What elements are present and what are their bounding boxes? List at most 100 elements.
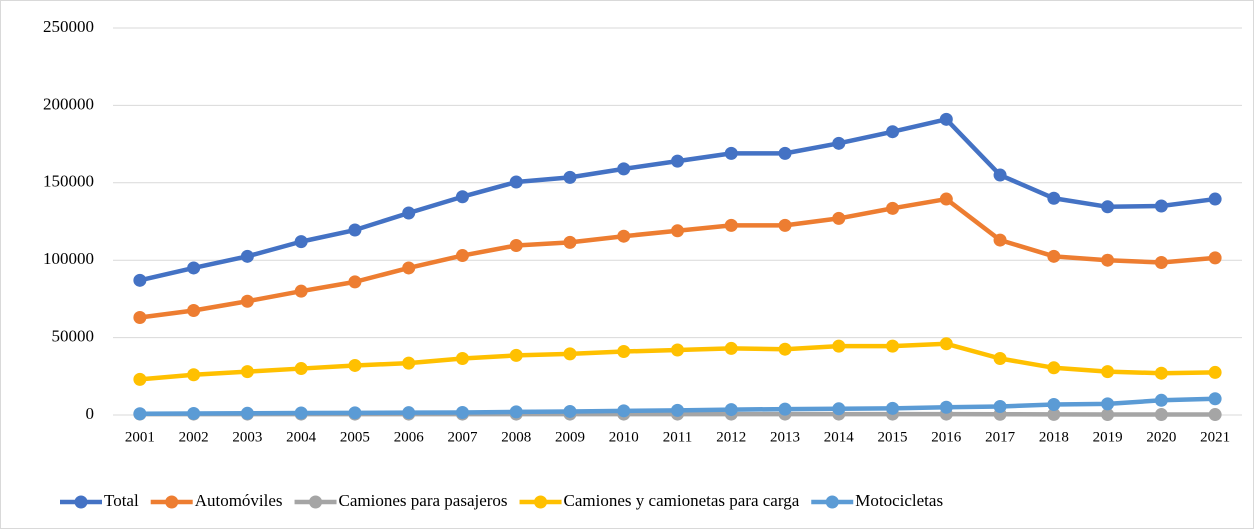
point: [671, 154, 684, 168]
x-tick-label: 2017: [985, 429, 1016, 445]
point: [294, 284, 308, 298]
point: [1101, 365, 1115, 379]
legend-label: Motocicletas: [855, 491, 943, 510]
point: [617, 229, 631, 243]
point: [563, 235, 577, 249]
point: [832, 211, 846, 225]
point: [1208, 392, 1222, 406]
point: [240, 294, 254, 308]
point: [1154, 366, 1168, 380]
point: [1101, 408, 1115, 422]
point: [187, 368, 201, 382]
point: [886, 339, 900, 353]
point: [939, 400, 953, 414]
legend-marker: [534, 495, 548, 509]
point: [509, 348, 523, 362]
y-tick-label: 250000: [43, 17, 94, 36]
point: [563, 404, 577, 418]
point: [1208, 192, 1222, 206]
point: [724, 218, 738, 232]
point: [939, 337, 953, 351]
point: [832, 402, 846, 416]
point: [563, 347, 577, 361]
legend-label: Camiones y camionetas para carga: [564, 491, 800, 510]
point: [993, 168, 1007, 182]
point: [617, 345, 631, 359]
point: [1154, 199, 1168, 213]
point: [671, 224, 684, 238]
point: [1047, 249, 1061, 263]
x-tick-label: 2020: [1146, 429, 1176, 445]
point: [509, 405, 523, 419]
point: [348, 275, 362, 289]
x-tick-label: 2001: [125, 429, 155, 445]
x-tick-label: 2011: [663, 429, 692, 445]
point: [348, 406, 362, 420]
point: [778, 402, 792, 416]
legend-label: Camiones para pasajeros: [339, 491, 508, 510]
point: [671, 403, 684, 417]
point: [294, 235, 308, 249]
point: [724, 146, 738, 160]
y-tick-label: 50000: [52, 327, 95, 346]
point: [724, 341, 738, 355]
x-tick-label: 2019: [1093, 429, 1123, 445]
point: [671, 343, 684, 357]
point: [778, 146, 792, 160]
x-tick-label: 2005: [340, 429, 370, 445]
point: [778, 342, 792, 356]
point: [886, 125, 900, 139]
point: [1047, 397, 1061, 411]
point: [187, 304, 201, 318]
point: [617, 162, 631, 176]
x-tick-label: 2004: [286, 429, 317, 445]
x-tick-label: 2018: [1039, 429, 1069, 445]
point: [240, 249, 254, 263]
y-tick-label: 0: [86, 404, 95, 423]
x-tick-label: 2013: [770, 429, 800, 445]
x-tick-label: 2015: [878, 429, 908, 445]
legend-marker: [825, 495, 839, 509]
point: [1154, 393, 1168, 407]
point: [993, 399, 1007, 413]
point: [240, 406, 254, 420]
point: [1101, 397, 1115, 411]
x-tick-label: 2006: [394, 429, 425, 445]
x-tick-label: 2021: [1200, 429, 1230, 445]
point: [1101, 200, 1115, 214]
point: [1154, 408, 1168, 422]
point: [133, 310, 147, 324]
x-tick-label: 2014: [824, 429, 855, 445]
point: [1047, 407, 1061, 421]
y-tick-label: 100000: [43, 249, 94, 268]
point: [886, 401, 900, 415]
point: [133, 407, 147, 421]
point: [294, 406, 308, 420]
point: [1208, 251, 1222, 265]
point: [402, 356, 416, 370]
point: [993, 351, 1007, 365]
point: [832, 136, 846, 150]
point: [348, 358, 362, 372]
point: [1208, 365, 1222, 379]
x-tick-label: 2002: [179, 429, 209, 445]
legend-marker: [309, 495, 323, 509]
point: [133, 273, 147, 287]
x-tick-label: 2003: [232, 429, 262, 445]
point: [455, 190, 469, 204]
point: [294, 362, 308, 376]
point: [509, 175, 523, 189]
point: [240, 365, 254, 379]
point: [939, 112, 953, 126]
point: [402, 261, 416, 275]
x-tick-label: 2010: [609, 429, 639, 445]
x-tick-label: 2007: [447, 429, 478, 445]
legend-marker: [165, 495, 179, 509]
point: [1208, 408, 1222, 422]
point: [455, 351, 469, 365]
point: [1101, 253, 1115, 267]
point: [455, 249, 469, 263]
legend-label: Automóviles: [195, 491, 283, 510]
x-tick-label: 2008: [501, 429, 531, 445]
